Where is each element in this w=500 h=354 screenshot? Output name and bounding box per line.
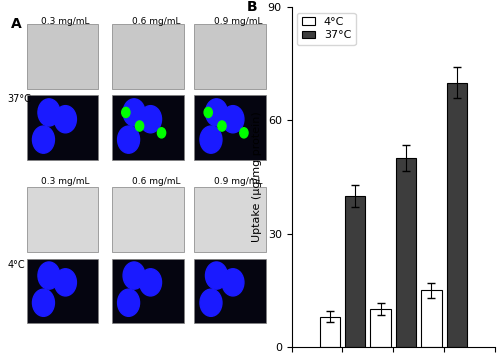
FancyBboxPatch shape — [194, 258, 266, 323]
Circle shape — [200, 289, 222, 316]
Text: 0.6 mg/mL: 0.6 mg/mL — [132, 177, 180, 186]
Bar — [370, 309, 390, 347]
Bar — [396, 158, 416, 347]
FancyBboxPatch shape — [112, 24, 184, 88]
Circle shape — [38, 262, 60, 289]
Circle shape — [240, 128, 248, 138]
Circle shape — [136, 121, 143, 131]
Circle shape — [222, 105, 244, 133]
Text: 4°C: 4°C — [8, 260, 26, 270]
Bar — [446, 82, 467, 347]
FancyBboxPatch shape — [112, 258, 184, 323]
FancyBboxPatch shape — [194, 187, 266, 252]
Circle shape — [222, 269, 244, 296]
Bar — [345, 196, 366, 347]
Circle shape — [118, 126, 140, 153]
Circle shape — [140, 105, 162, 133]
Bar — [422, 290, 442, 347]
Circle shape — [204, 107, 212, 118]
Text: 0.9 mg/mL: 0.9 mg/mL — [214, 177, 262, 186]
FancyBboxPatch shape — [194, 96, 266, 160]
Circle shape — [32, 289, 54, 316]
Circle shape — [206, 99, 228, 126]
Text: 0.3 mg/mL: 0.3 mg/mL — [41, 177, 90, 186]
Circle shape — [54, 269, 76, 296]
FancyBboxPatch shape — [27, 96, 99, 160]
FancyBboxPatch shape — [112, 187, 184, 252]
Circle shape — [123, 262, 145, 289]
Circle shape — [122, 107, 130, 118]
FancyBboxPatch shape — [27, 187, 99, 252]
Y-axis label: Uptake (μg/mg protein): Uptake (μg/mg protein) — [252, 112, 262, 242]
Circle shape — [218, 121, 226, 131]
FancyBboxPatch shape — [27, 24, 99, 88]
Circle shape — [140, 269, 162, 296]
Circle shape — [118, 289, 140, 316]
Text: 0.9 mg/mL: 0.9 mg/mL — [214, 17, 262, 26]
Legend: 4°C, 37°C: 4°C, 37°C — [297, 13, 356, 45]
FancyBboxPatch shape — [194, 24, 266, 88]
Text: 37°C: 37°C — [8, 94, 32, 104]
Circle shape — [38, 99, 60, 126]
Bar — [320, 317, 340, 347]
FancyBboxPatch shape — [27, 258, 99, 323]
Circle shape — [32, 126, 54, 153]
Circle shape — [158, 128, 166, 138]
Text: 0.3 mg/mL: 0.3 mg/mL — [41, 17, 90, 26]
Circle shape — [123, 99, 145, 126]
Text: A: A — [10, 17, 21, 31]
Circle shape — [54, 105, 76, 133]
Circle shape — [200, 126, 222, 153]
Text: B: B — [247, 0, 258, 14]
Text: 0.6 mg/mL: 0.6 mg/mL — [132, 17, 180, 26]
Circle shape — [206, 262, 228, 289]
FancyBboxPatch shape — [112, 96, 184, 160]
